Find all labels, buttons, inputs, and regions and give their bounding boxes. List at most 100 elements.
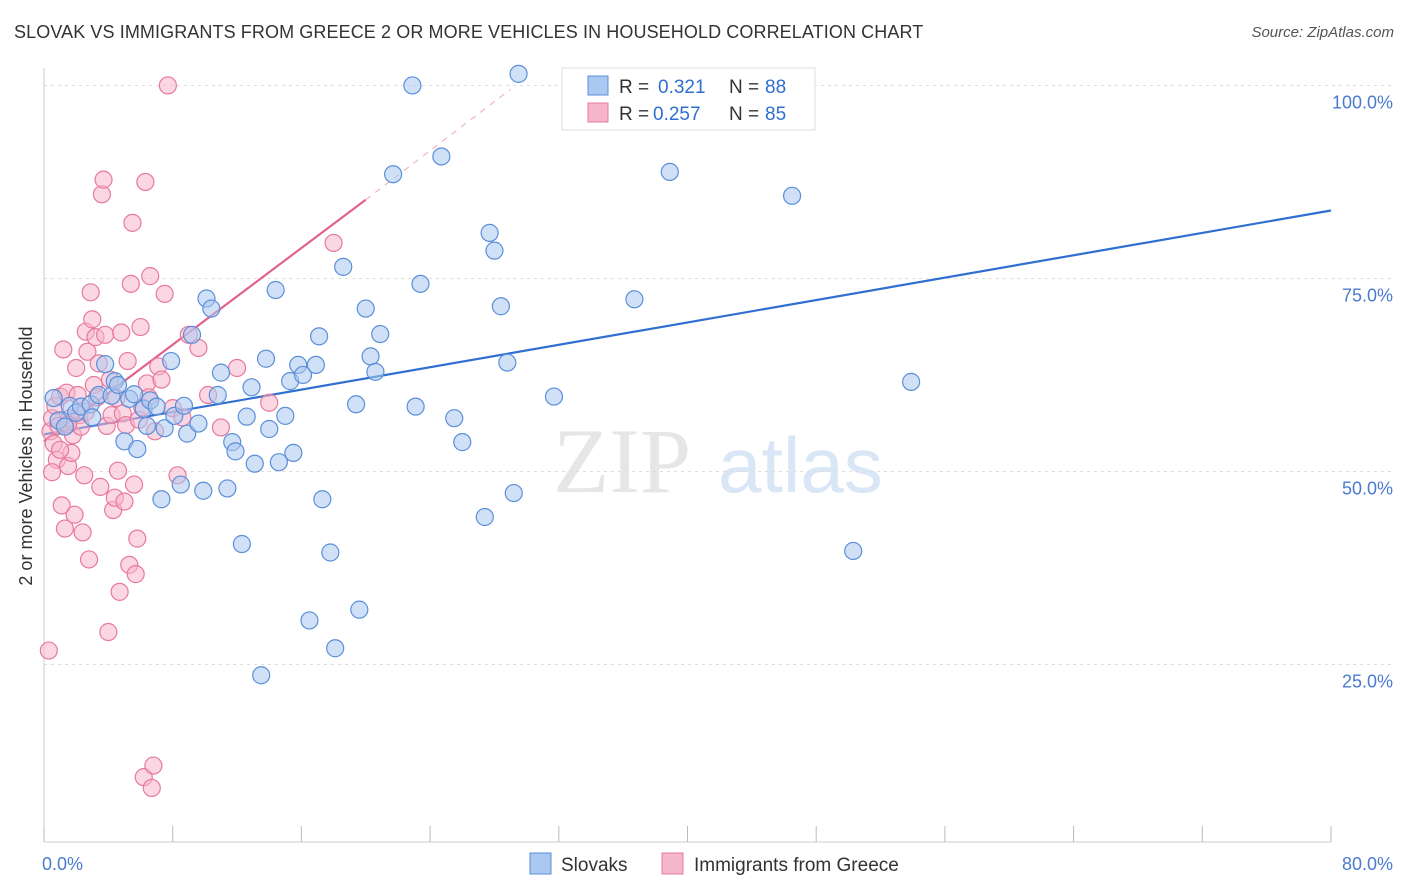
point-greece-16 <box>65 505 84 524</box>
point-slovaks-75 <box>544 387 564 406</box>
point-slovaks-21 <box>161 351 181 371</box>
point-greece-25 <box>79 550 99 569</box>
point-slovaks-27 <box>189 414 208 433</box>
point-slovaks-17 <box>137 416 157 435</box>
point-slovaks-43 <box>266 280 285 300</box>
watermark-atlas: atlas <box>718 421 883 509</box>
point-slovaks-56 <box>334 257 353 276</box>
point-slovaks-85 <box>403 76 422 95</box>
stats-legend-r-label-greece: R = <box>619 104 649 125</box>
x-tick-label-min: 0.0% <box>42 854 83 874</box>
point-greece-51 <box>121 274 140 293</box>
point-slovaks-82 <box>844 541 863 561</box>
point-greece-79 <box>260 393 279 412</box>
grid-lines <box>44 84 1392 665</box>
point-slovaks-20 <box>155 419 174 438</box>
point-greece-21 <box>73 523 92 542</box>
point-slovaks-84 <box>509 64 528 83</box>
point-slovaks-0 <box>44 389 63 408</box>
point-greece-63 <box>141 267 160 286</box>
point-greece-69 <box>155 284 174 303</box>
stats-legend: R = 0.321 N = 88 R = 0.257 N = 85 <box>561 67 816 131</box>
point-slovaks-58 <box>350 600 369 619</box>
point-slovaks-50 <box>300 611 319 630</box>
trend-line-slovaks <box>43 209 1332 436</box>
point-slovaks-45 <box>276 406 295 425</box>
point-slovaks-30 <box>202 299 221 318</box>
point-greece-26 <box>81 283 100 302</box>
point-slovaks-61 <box>366 362 385 381</box>
watermark-zip: ZIP <box>553 410 691 512</box>
point-slovaks-2 <box>55 417 75 436</box>
point-greece-44 <box>110 582 129 601</box>
point-slovaks-11 <box>108 375 128 395</box>
point-slovaks-32 <box>211 363 231 382</box>
point-greece-52 <box>123 213 142 232</box>
point-slovaks-37 <box>237 407 256 426</box>
point-greece-22 <box>75 466 94 485</box>
stats-legend-r-value-greece: 0.257 <box>653 104 701 125</box>
point-slovaks-51 <box>306 355 325 375</box>
point-greece-47 <box>115 492 134 511</box>
stats-legend-n-value-slovaks: 88 <box>765 77 786 98</box>
point-slovaks-59 <box>356 299 375 318</box>
point-greece-83 <box>42 463 62 482</box>
y-tick-label-75: 75.0% <box>1342 285 1393 305</box>
y-axis-label: 2 or more Vehicles in Household <box>16 326 36 585</box>
point-slovaks-53 <box>313 490 332 509</box>
point-greece-70 <box>158 76 177 95</box>
point-slovaks-60 <box>361 347 380 366</box>
point-slovaks-39 <box>245 454 264 473</box>
point-greece-37 <box>99 622 118 642</box>
point-slovaks-35 <box>226 442 245 461</box>
point-slovaks-38 <box>242 378 261 397</box>
point-greece-54 <box>126 565 145 584</box>
point-greece-32 <box>91 477 110 496</box>
stats-legend-swatch-greece <box>587 102 609 123</box>
point-slovaks-66 <box>432 147 451 166</box>
point-greece-24 <box>78 342 97 361</box>
point-slovaks-86 <box>147 397 166 416</box>
point-slovaks-74 <box>504 483 523 503</box>
point-greece-64 <box>142 778 161 798</box>
point-slovaks-19 <box>152 490 171 509</box>
point-greece-55 <box>128 529 147 548</box>
point-slovaks-69 <box>475 507 494 527</box>
point-greece-49 <box>118 351 137 371</box>
x-tick-label-max: 80.0% <box>1342 854 1393 874</box>
point-greece-17 <box>67 358 86 378</box>
point-slovaks-87 <box>83 408 102 427</box>
point-greece-53 <box>124 475 144 494</box>
trend-line-greece-extension <box>365 88 511 201</box>
series-legend-swatch-greece <box>661 852 684 875</box>
series-legend-swatch-slovaks <box>529 852 552 875</box>
point-slovaks-64 <box>406 397 425 416</box>
series-legend-label-slovaks: Slovaks <box>561 855 628 876</box>
point-slovaks-24 <box>174 396 194 415</box>
point-slovaks-23 <box>171 475 190 494</box>
point-slovaks-41 <box>256 349 276 368</box>
point-greece-78 <box>227 358 247 378</box>
point-slovaks-55 <box>326 639 345 658</box>
point-slovaks-14 <box>124 385 144 404</box>
point-slovaks-71 <box>485 241 504 260</box>
point-greece-77 <box>211 418 231 437</box>
point-greece-45 <box>112 323 131 342</box>
point-greece-57 <box>131 317 150 337</box>
axes <box>43 68 1332 843</box>
point-greece-84 <box>50 440 70 459</box>
stats-legend-r-label-slovaks: R = <box>619 77 649 98</box>
point-slovaks-70 <box>480 223 499 242</box>
point-slovaks-31 <box>208 385 227 405</box>
stats-legend-n-label-slovaks: N = <box>729 77 759 98</box>
point-slovaks-65 <box>411 274 430 293</box>
point-slovaks-28 <box>194 481 213 500</box>
point-slovaks-36 <box>232 534 251 554</box>
point-slovaks-73 <box>498 353 517 372</box>
trend-lines <box>43 88 1332 443</box>
point-slovaks-72 <box>491 297 510 316</box>
point-slovaks-15 <box>128 439 147 459</box>
point-greece-35 <box>96 325 115 344</box>
point-greece-27 <box>83 310 102 329</box>
watermark: ZIP atlas <box>553 410 883 512</box>
